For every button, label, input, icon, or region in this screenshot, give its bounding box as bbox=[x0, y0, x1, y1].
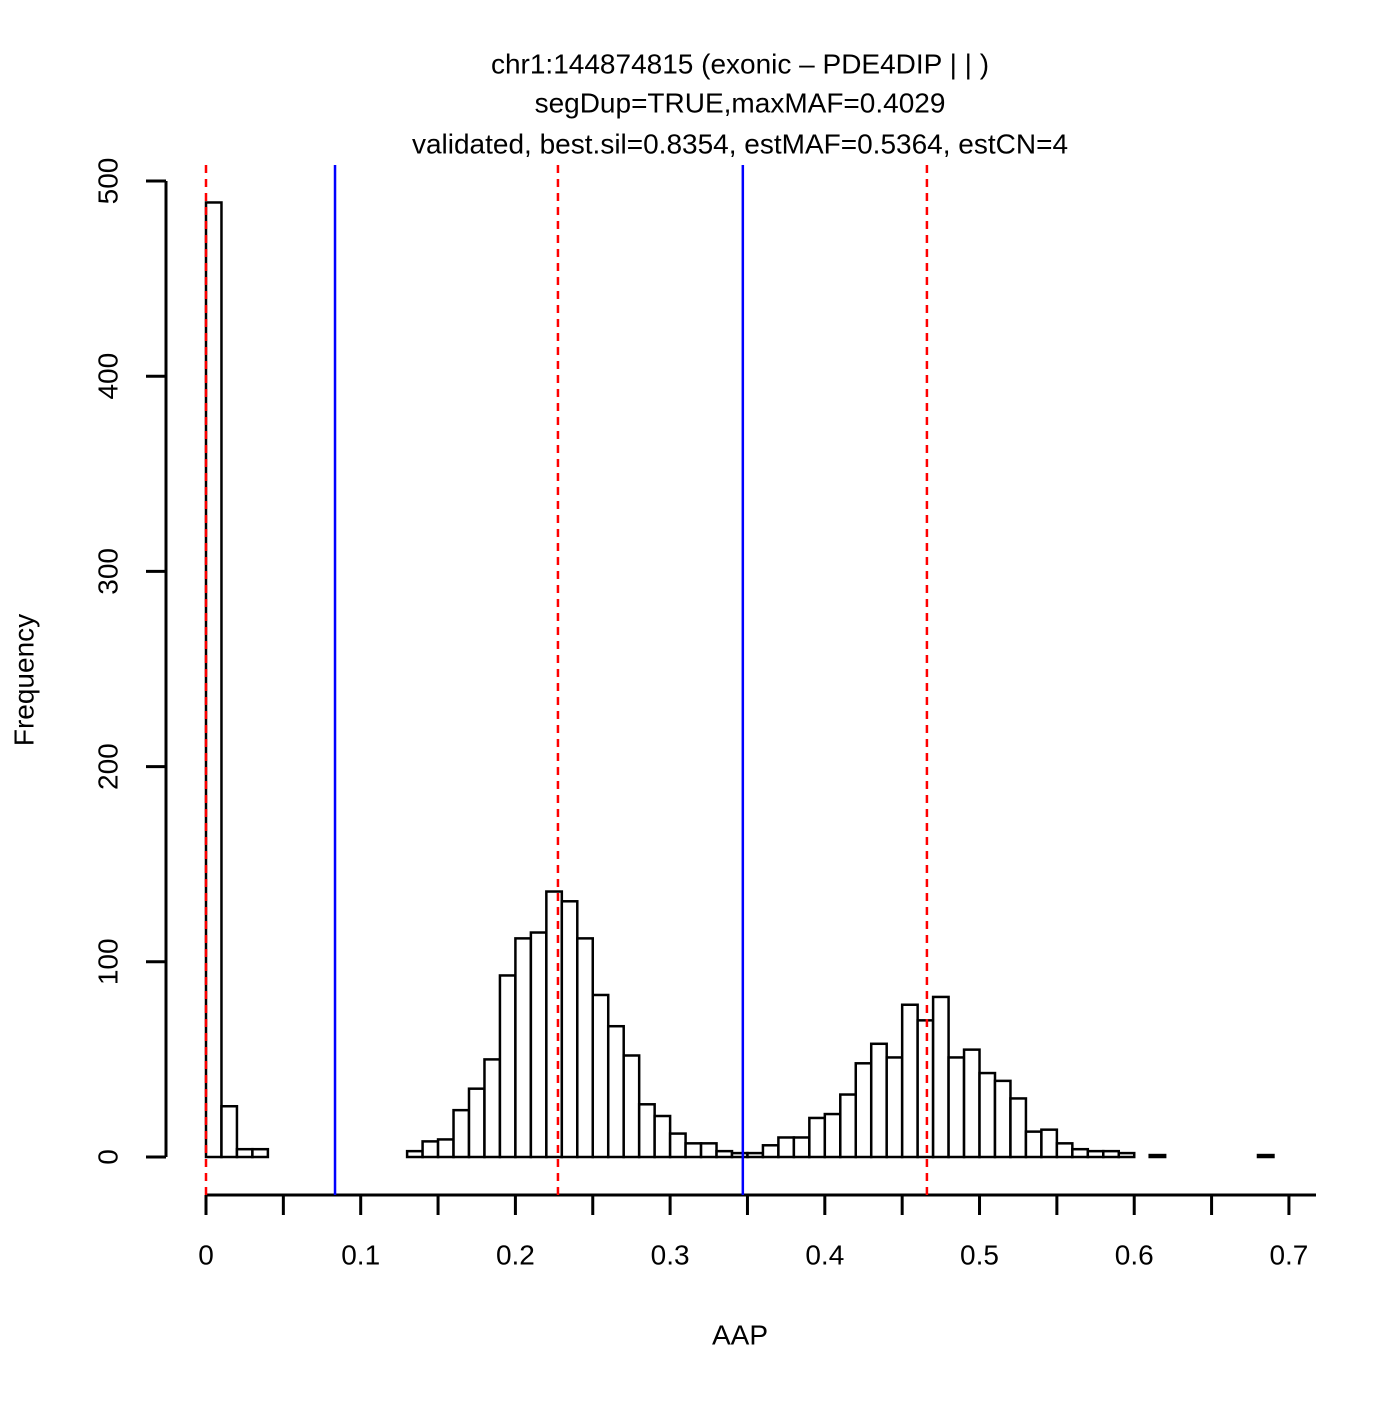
bar bbox=[854, 1062, 873, 1159]
bar bbox=[962, 1048, 981, 1159]
bar bbox=[545, 890, 564, 1159]
bar bbox=[1024, 1130, 1043, 1159]
bar bbox=[637, 1103, 656, 1159]
y-tick-label: 0 bbox=[92, 1149, 123, 1165]
bar bbox=[900, 1003, 919, 1159]
bar bbox=[483, 1058, 502, 1159]
x-tick-label: 0.2 bbox=[496, 1239, 535, 1270]
y-tick-label: 300 bbox=[92, 548, 123, 595]
bar bbox=[792, 1136, 811, 1159]
bar bbox=[576, 937, 595, 1159]
bar bbox=[235, 1147, 254, 1159]
bar bbox=[436, 1138, 455, 1159]
bar bbox=[498, 974, 517, 1159]
x-tick-label: 0.6 bbox=[1115, 1239, 1154, 1270]
bar bbox=[452, 1108, 471, 1159]
y-tick-label: 100 bbox=[92, 938, 123, 985]
bar bbox=[204, 201, 223, 1159]
bar bbox=[885, 1056, 904, 1159]
x-tick-label: 0 bbox=[198, 1239, 214, 1270]
bar bbox=[746, 1151, 765, 1159]
bar bbox=[529, 931, 548, 1159]
bar bbox=[777, 1136, 796, 1159]
bar bbox=[715, 1149, 734, 1159]
bar bbox=[1117, 1151, 1136, 1159]
bar bbox=[978, 1071, 997, 1159]
chart-subtitle: validated, best.sil=0.8354, estMAF=0.536… bbox=[412, 128, 1068, 159]
bar bbox=[514, 937, 533, 1159]
y-axis-label: Frequency bbox=[8, 614, 39, 746]
bar bbox=[1086, 1149, 1105, 1159]
bar bbox=[668, 1132, 687, 1159]
bar bbox=[1148, 1153, 1167, 1159]
bar bbox=[761, 1144, 780, 1159]
bar bbox=[653, 1114, 672, 1159]
x-tick-label: 0.4 bbox=[805, 1239, 844, 1270]
x-tick-label: 0.3 bbox=[651, 1239, 690, 1270]
bar bbox=[1040, 1128, 1059, 1159]
bar bbox=[220, 1104, 239, 1159]
bar bbox=[251, 1147, 270, 1159]
bar bbox=[1055, 1142, 1074, 1159]
bar bbox=[467, 1087, 486, 1159]
chart-subtitle: segDup=TRUE,maxMAF=0.4029 bbox=[535, 87, 946, 118]
bar bbox=[869, 1042, 888, 1159]
bar bbox=[591, 993, 610, 1159]
bar bbox=[1071, 1147, 1090, 1159]
x-tick-label: 0.5 bbox=[960, 1239, 999, 1270]
bar bbox=[947, 1056, 966, 1159]
bar bbox=[993, 1079, 1012, 1159]
bar bbox=[622, 1054, 641, 1159]
bar bbox=[699, 1142, 718, 1159]
bar bbox=[808, 1116, 827, 1159]
bar bbox=[560, 900, 579, 1159]
y-tick-label: 400 bbox=[92, 353, 123, 400]
bar bbox=[839, 1093, 858, 1159]
x-axis-label: AAP bbox=[712, 1319, 768, 1350]
bar bbox=[405, 1149, 424, 1159]
y-tick-label: 200 bbox=[92, 743, 123, 790]
bar bbox=[931, 995, 950, 1159]
x-tick-label: 0.1 bbox=[341, 1239, 380, 1270]
bar bbox=[1009, 1097, 1028, 1159]
y-tick-label: 500 bbox=[92, 158, 123, 205]
x-tick-label: 0.7 bbox=[1269, 1239, 1308, 1270]
bar bbox=[1256, 1153, 1275, 1159]
bar bbox=[421, 1140, 440, 1159]
bar bbox=[916, 1019, 935, 1159]
bar bbox=[730, 1151, 749, 1159]
bar bbox=[823, 1112, 842, 1159]
chart-title: chr1:144874815 (exonic – PDE4DIP | | ) bbox=[491, 48, 989, 79]
bar bbox=[1102, 1149, 1121, 1159]
bar bbox=[606, 1024, 625, 1159]
bar bbox=[684, 1142, 703, 1159]
